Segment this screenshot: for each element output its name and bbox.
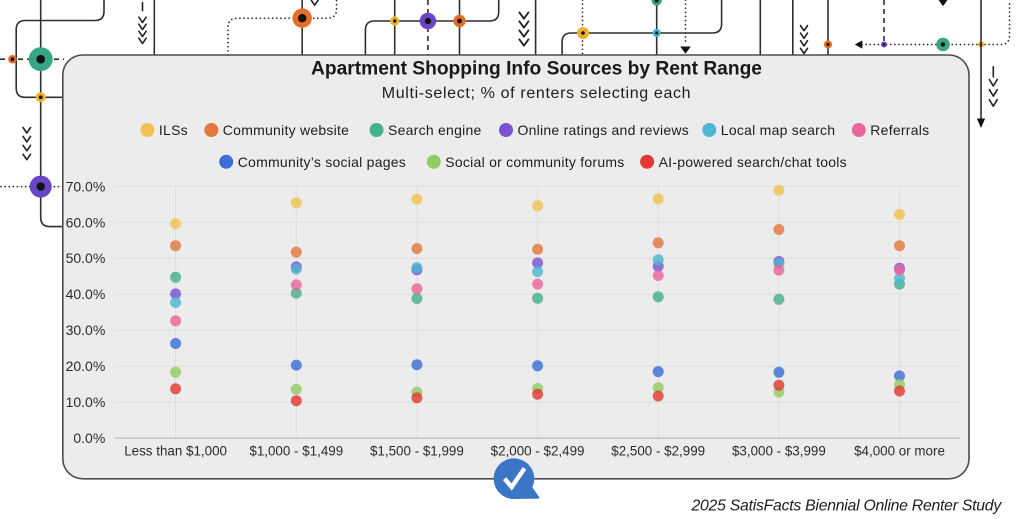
svg-text:Local map search: Local map search [721, 122, 836, 138]
svg-text:Referrals: Referrals [870, 122, 929, 138]
svg-text:$2,500 - $2,999: $2,500 - $2,999 [611, 443, 705, 458]
svg-text:$4,000 or more: $4,000 or more [854, 443, 945, 458]
svg-text:Search engine: Search engine [388, 122, 482, 138]
svg-text:Community website: Community website [223, 122, 349, 138]
svg-text:Community’s social pages: Community’s social pages [238, 154, 406, 170]
svg-text:0.0%: 0.0% [73, 430, 105, 446]
svg-text:Social or community forums: Social or community forums [445, 154, 624, 170]
svg-text:Apartment Shopping Info Source: Apartment Shopping Info Sources by Rent … [311, 59, 762, 80]
svg-text:ILSs: ILSs [159, 122, 188, 138]
svg-text:50.0%: 50.0% [66, 250, 106, 266]
svg-text:$3,000 - $3,999: $3,000 - $3,999 [732, 443, 826, 458]
svg-text:Online ratings and reviews: Online ratings and reviews [518, 122, 689, 138]
svg-text:AI-powered search/chat tools: AI-powered search/chat tools [659, 154, 847, 170]
svg-text:$1,500 - $1,999: $1,500 - $1,999 [370, 443, 464, 458]
svg-text:20.0%: 20.0% [66, 358, 106, 374]
svg-text:$1,000 - $1,499: $1,000 - $1,499 [249, 443, 343, 458]
svg-text:10.0%: 10.0% [66, 394, 106, 410]
svg-text:$2,000 - $2,499: $2,000 - $2,499 [491, 443, 585, 458]
svg-text:2025 SatisFacts Biennial Onlin: 2025 SatisFacts Biennial Online Renter S… [690, 497, 1002, 514]
svg-text:40.0%: 40.0% [66, 286, 106, 302]
svg-text:70.0%: 70.0% [66, 178, 106, 194]
svg-text:30.0%: 30.0% [66, 322, 106, 338]
svg-text:60.0%: 60.0% [66, 214, 106, 230]
svg-text:Less than $1,000: Less than $1,000 [124, 443, 227, 458]
svg-text:Multi-select; % of renters sel: Multi-select; % of renters selecting eac… [382, 85, 691, 102]
